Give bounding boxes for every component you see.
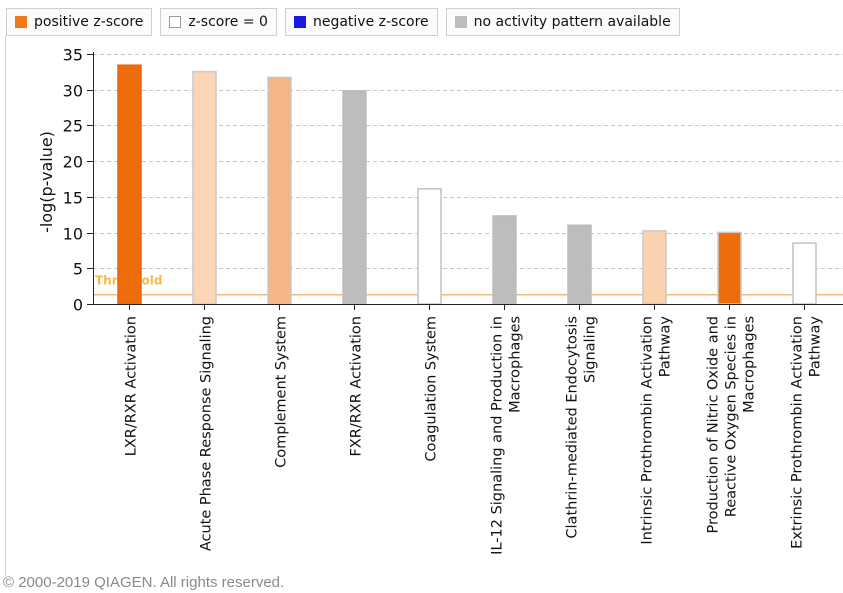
x-tick-label-line: Pathway	[808, 316, 824, 378]
x-tick-label-line: Pathway	[658, 316, 674, 378]
y-tick-label: 0	[73, 296, 83, 315]
x-tick-label: Intrinsic Prothrombin Activation Pathway	[640, 316, 674, 545]
x-tick-label: Extrinsic Prothrombin Activation Pathway	[790, 316, 824, 549]
x-tick-label: Production of Nitric Oxide and Reactive O…	[706, 316, 758, 534]
legend-item: positive z-score	[6, 8, 153, 36]
x-tick-label: IL-12 Signaling and Production in Macroph…	[490, 316, 524, 555]
x-tick-label: Clathrin-mediated Endocytosis Signaling	[565, 316, 599, 539]
x-tick-label-line: IL-12 Signaling and Production in	[490, 316, 506, 555]
legend-item: negative z-score	[284, 8, 438, 36]
bar	[342, 90, 367, 305]
x-tick-label-line: Macrophages	[508, 316, 524, 413]
legend-label: negative z-score	[312, 14, 429, 30]
y-axis-label: -log(p-value)	[37, 131, 56, 233]
x-tick-label: LXR/RXR Activation	[124, 316, 140, 456]
y-tick-label: 25	[63, 117, 83, 136]
x-tick-label: FXR/RXR Activation	[349, 316, 365, 457]
y-tick-label: 30	[63, 82, 83, 101]
x-tick-label: Coagulation System	[424, 316, 440, 462]
bars	[117, 64, 817, 305]
x-tick-label-line: Intrinsic Prothrombin Activation	[640, 316, 656, 545]
y-tick-label: 15	[63, 189, 83, 208]
bar	[792, 242, 817, 305]
x-tick-label: Acute Phase Response Signaling	[199, 316, 215, 551]
legend-item: z-score = 0	[160, 8, 277, 36]
bar	[117, 64, 142, 305]
y-tick-label: 5	[73, 260, 83, 279]
legend-swatch	[15, 16, 27, 28]
bar	[717, 231, 742, 305]
x-tick-label-line: Coagulation System	[424, 316, 440, 462]
x-tick-label-line: Production of Nitric Oxide and	[706, 316, 722, 534]
x-tick-label-line: Macrophages	[742, 316, 758, 413]
chart-legend: positive z-score z-score = 0 negative z-sc…	[6, 8, 680, 36]
legend-label: no activity pattern available	[473, 14, 671, 30]
y-tick-label: 35	[63, 46, 83, 65]
x-tick-label-line: LXR/RXR Activation	[124, 316, 140, 456]
legend-swatch	[169, 16, 182, 28]
x-tick-label-line: Extrinsic Prothrombin Activation	[790, 316, 806, 549]
x-tick-label-line: Acute Phase Response Signaling	[199, 316, 215, 551]
bar	[417, 188, 442, 305]
bar	[192, 70, 217, 305]
legend-label: positive z-score	[34, 14, 144, 30]
x-tick-label-line: Complement System	[274, 316, 290, 468]
x-tick-label-line: Signaling	[583, 316, 599, 383]
bar	[567, 224, 592, 305]
legend-swatch	[454, 16, 467, 28]
bar	[492, 215, 517, 305]
chart-frame-edge	[5, 36, 6, 576]
bar-chart: Threshold 0 5 10 15 20 25 30 35 LXR/RXR Activat…	[37, 46, 843, 555]
axes: 0 5 10 15 20 25 30 35	[63, 46, 843, 315]
x-tick-label-line: Reactive Oxygen Species in	[724, 316, 740, 517]
legend-label: z-score = 0	[188, 14, 268, 30]
bar	[267, 76, 292, 305]
y-tick-label: 10	[63, 225, 83, 244]
copyright-notice: © 2000-2019 QIAGEN. All rights reserved.	[3, 574, 285, 591]
legend-item: no activity pattern available	[445, 8, 680, 36]
x-tick-label-line: Clathrin-mediated Endocytosis	[565, 316, 581, 539]
gridlines: Threshold	[93, 54, 843, 296]
x-tick-label: Complement System	[274, 316, 290, 468]
x-tick-label-line: FXR/RXR Activation	[349, 316, 365, 457]
category-labels: LXR/RXR Activation Acute Phase Response S…	[124, 316, 824, 555]
legend-swatch	[293, 16, 306, 28]
bar	[642, 230, 667, 305]
y-tick-label: 20	[63, 153, 83, 172]
